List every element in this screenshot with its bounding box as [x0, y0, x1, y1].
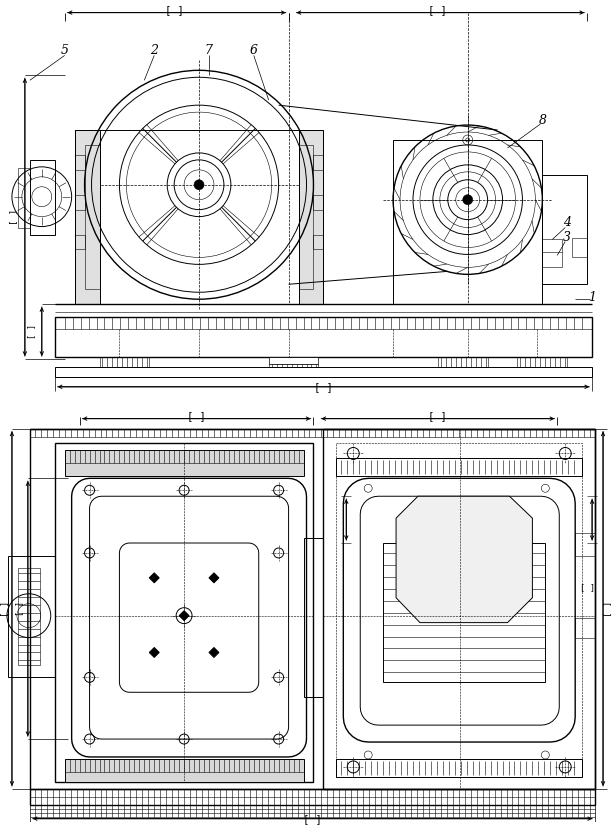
Text: 8: 8	[538, 114, 546, 126]
Text: [ ]: [ ]	[428, 411, 447, 421]
Polygon shape	[179, 610, 189, 620]
Polygon shape	[149, 648, 159, 658]
Text: 6: 6	[250, 44, 258, 57]
Text: 4: 4	[563, 216, 571, 229]
Circle shape	[194, 180, 204, 190]
Polygon shape	[396, 497, 532, 623]
Text: [ ]: [ ]	[580, 583, 595, 592]
Text: 5: 5	[60, 44, 68, 57]
Text: [ ]: [ ]	[1, 601, 10, 617]
Polygon shape	[269, 357, 318, 364]
Text: [ ]: [ ]	[187, 411, 205, 421]
Polygon shape	[75, 130, 100, 304]
Polygon shape	[209, 648, 219, 658]
Polygon shape	[149, 573, 159, 582]
Text: [ ]: [ ]	[9, 209, 18, 224]
Text: [ ]: [ ]	[27, 323, 36, 338]
Text: [ ]: [ ]	[165, 5, 183, 15]
Text: [ ]: [ ]	[303, 813, 322, 823]
Text: [ ]: [ ]	[15, 601, 24, 616]
Polygon shape	[65, 759, 304, 782]
Text: [ ]: [ ]	[428, 5, 447, 15]
Text: [ ]: [ ]	[604, 601, 611, 617]
Text: 7: 7	[205, 44, 213, 57]
Text: [ ]: [ ]	[314, 382, 333, 392]
Text: 2: 2	[150, 44, 158, 57]
Circle shape	[463, 195, 473, 205]
Text: 3: 3	[563, 231, 571, 244]
Text: 1: 1	[588, 290, 596, 304]
Polygon shape	[299, 130, 323, 304]
Polygon shape	[65, 450, 304, 476]
Polygon shape	[209, 573, 219, 582]
